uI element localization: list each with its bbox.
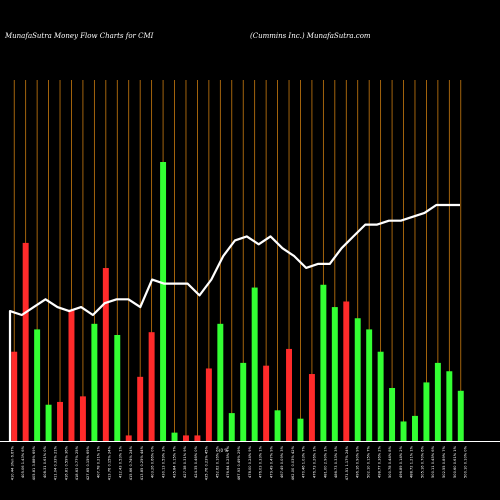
x-tick-label: 415.66 0.74% 24% — [129, 445, 133, 480]
bar — [446, 371, 453, 441]
bar — [57, 401, 64, 441]
bar — [171, 432, 178, 441]
x-tick-label: 498.77 0.36% 2% — [377, 445, 381, 478]
bar — [308, 374, 315, 441]
x-tick-label: 405.06 1.43% 6% — [21, 445, 25, 478]
x-tick-label: 500.78 0.44% 8% — [388, 445, 392, 478]
bar — [102, 268, 109, 441]
x-tick-label: 435.84 0.15% 7% — [172, 445, 176, 478]
x-tick-label: 476.03 0.33% 1% — [259, 445, 263, 478]
x-tick-label: 430.13 0.59% 3% — [162, 445, 166, 478]
bar — [228, 413, 235, 441]
x-tick-label: 452.62 0.16% 6% — [215, 445, 219, 478]
bar — [22, 242, 29, 441]
bar — [125, 435, 132, 441]
bar — [91, 323, 98, 441]
x-tick-label: 476.73 0.26% 1% — [313, 445, 317, 478]
chart-title: MunafaSutra Money Flow Charts for CMI — [4, 32, 154, 40]
bar — [45, 404, 52, 441]
x-tick-labels: 410.44 3%n 6.67% 405.06 1.43% 6% 405.81 3.… — [10, 445, 467, 480]
x-tick-label: 502.10 0.15% 7% — [367, 445, 371, 478]
bar — [457, 390, 464, 441]
bar — [354, 318, 361, 441]
bar — [205, 368, 212, 441]
x-tick-label: 467.49 0.09% 3% — [280, 445, 284, 478]
x-tick-label: 418.63 0.77% 25% — [75, 445, 79, 480]
x-tick-label: 496.89 0.14% 2% — [399, 445, 403, 478]
x-tick-label: 427.65 0.15% 69% — [86, 445, 90, 480]
x-tick-label: 467.93 0.49% 29% — [237, 445, 241, 480]
x-tick-label: 424.35 0.46% 0% — [194, 445, 198, 478]
bar — [68, 309, 75, 441]
bar — [343, 301, 350, 441]
x-tick-label: 470.46 1.03% 7% — [302, 445, 306, 478]
bar — [11, 351, 18, 441]
bar — [194, 435, 201, 441]
bar — [331, 307, 338, 441]
x-tick-label: 427.38 0.31% 9% — [183, 445, 187, 478]
bar — [148, 332, 155, 441]
bar — [79, 396, 86, 441]
x-tick-label: 410.44 3%n 6.67% — [10, 445, 14, 480]
x-tick-label: 476.64 0.25% 7% — [226, 445, 230, 478]
bar — [160, 162, 167, 441]
x-tick-label: 462.00 0.03% 42% — [291, 445, 295, 480]
x-tick-label: 411.04 0.33% 21% — [54, 445, 58, 480]
x-tick-label: 407.78 0.21% 1% — [97, 445, 101, 478]
bar — [182, 435, 189, 441]
x-tick-label: 405.81 3.88% 69% — [32, 445, 36, 480]
bar — [366, 329, 373, 441]
gridlines — [13, 80, 462, 441]
x-tick-label: 500.10 0.10% 0% — [464, 445, 468, 478]
bar — [423, 382, 430, 441]
bar — [240, 362, 247, 441]
x-tick-label: 412.43 0.53% 1% — [118, 445, 122, 478]
bar — [377, 351, 384, 441]
x-tick-label: 496.16 0.90% 9% — [356, 445, 360, 478]
bar — [274, 410, 281, 441]
bar — [411, 415, 418, 441]
x-tick-label: 413.76 0.15% 24% — [108, 445, 112, 480]
x-tick-label: 488.72 1.21% 1% — [410, 445, 414, 478]
bar — [434, 362, 441, 441]
x-tick-label: 435.76 0.23% 45% — [205, 445, 209, 480]
bar — [286, 348, 293, 441]
bar — [389, 387, 396, 441]
bar — [34, 329, 41, 441]
x-tick-label: 505.16 0.70% 6% — [420, 445, 424, 478]
x-tick-label: 486.73 0.33% 3% — [334, 445, 338, 478]
line-series — [8, 203, 460, 441]
bar — [137, 376, 144, 441]
bar — [217, 323, 224, 441]
chart-site-label: (Cummins Inc.) MunafaSutra.com — [250, 32, 371, 40]
bar — [297, 418, 304, 441]
x-tick-label: 500.60 0.61% 1% — [453, 445, 457, 478]
x-tick-label: 413.85 0.25% 44% — [140, 445, 144, 480]
x-tick-label: 403.26 0.66% 0% — [151, 445, 155, 478]
bar — [400, 421, 407, 441]
bar — [320, 284, 327, 441]
bar — [114, 334, 121, 441]
x-tick-label: 471.51 1.17% 24% — [345, 445, 349, 480]
x-tick-label: 502.55 0.89% 7% — [442, 445, 446, 478]
bar — [251, 287, 258, 441]
x-tick-label: 479.49 0.47% 9% — [269, 445, 273, 478]
x-tick-label: 408.31 0.61% 0% — [43, 445, 47, 478]
x-tick-label: 416.81 0.59% 36% — [64, 445, 68, 480]
bar — [263, 365, 270, 441]
price-line — [8, 203, 460, 441]
axis-annotation: (0 % — [219, 448, 228, 453]
x-tick-label: 500.11 0.45% 6% — [431, 445, 435, 478]
bar-series — [11, 162, 464, 441]
x-tick-label: 478.00 0.24% 9% — [248, 445, 252, 478]
x-tick-label: 481.00 2.90% 1% — [323, 445, 327, 478]
